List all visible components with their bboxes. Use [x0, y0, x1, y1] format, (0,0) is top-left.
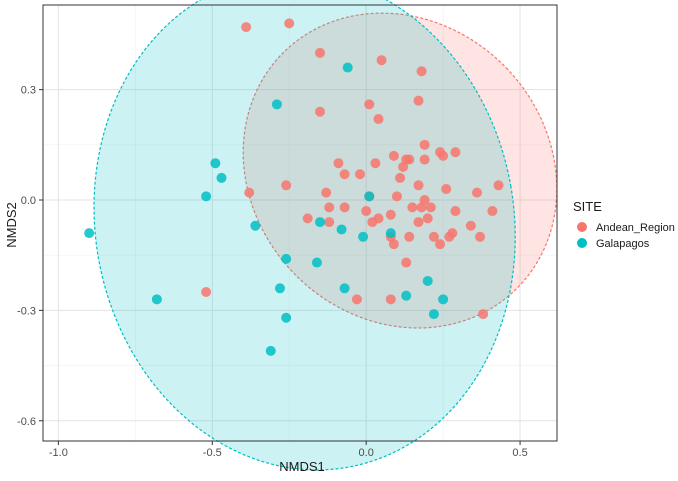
x-axis-title: NMDS1	[279, 459, 325, 474]
point-andean-region	[398, 161, 409, 172]
point-andean-region	[388, 150, 399, 161]
point-andean-region	[373, 114, 384, 125]
point-andean-region	[339, 202, 350, 213]
point-andean-region	[364, 99, 375, 110]
point-andean-region	[413, 180, 424, 191]
data-points	[84, 18, 504, 356]
y-tick-label: 0.0	[21, 195, 36, 207]
point-andean-region	[487, 206, 498, 217]
point-andean-region	[465, 220, 476, 231]
point-andean-region	[428, 231, 439, 242]
point-galapagos	[336, 224, 347, 235]
point-galapagos	[265, 345, 276, 356]
point-andean-region	[416, 66, 427, 77]
point-andean-region	[441, 183, 452, 194]
x-tick-label: -0.5	[203, 447, 222, 459]
point-galapagos	[428, 309, 439, 320]
axes: -1.0 -0.5 0.0 0.5 -0.6 -0.3 0.0 0.3	[17, 85, 528, 459]
point-galapagos	[342, 62, 353, 73]
point-andean-region	[475, 231, 486, 242]
point-andean-region	[435, 239, 446, 250]
legend-label-galapagos: Galapagos	[596, 238, 650, 250]
y-tick-label: -0.6	[17, 416, 36, 428]
legend-key-andean-region	[577, 222, 587, 232]
point-andean-region	[302, 213, 313, 224]
x-tick-label: 0.0	[359, 447, 374, 459]
point-andean-region	[438, 150, 449, 161]
point-galapagos	[401, 290, 412, 301]
point-andean-region	[478, 309, 489, 320]
point-andean-region	[339, 169, 350, 180]
point-andean-region	[351, 294, 362, 305]
point-andean-region	[315, 47, 326, 58]
point-galapagos	[311, 257, 322, 268]
y-tick-label: -0.3	[17, 305, 36, 317]
point-galapagos	[271, 99, 282, 110]
point-andean-region	[407, 202, 418, 213]
point-andean-region	[376, 55, 387, 66]
point-andean-region	[419, 154, 430, 165]
point-andean-region	[385, 294, 396, 305]
legend-label-andean-region: Andean_Region	[596, 222, 675, 234]
point-andean-region	[404, 231, 415, 242]
legend-key-galapagos	[577, 238, 587, 248]
point-andean-region	[422, 213, 433, 224]
point-andean-region	[315, 106, 326, 117]
point-andean-region	[284, 18, 295, 29]
point-andean-region	[471, 187, 482, 198]
point-galapagos	[315, 217, 326, 228]
point-andean-region	[324, 202, 335, 213]
point-andean-region	[321, 187, 332, 198]
point-andean-region	[413, 217, 424, 228]
point-andean-region	[444, 231, 455, 242]
point-andean-region	[395, 172, 406, 183]
point-galapagos	[281, 312, 292, 323]
point-andean-region	[324, 217, 335, 228]
point-andean-region	[241, 22, 252, 33]
point-andean-region	[385, 209, 396, 220]
point-andean-region	[370, 158, 381, 169]
point-andean-region	[401, 257, 412, 268]
point-andean-region	[201, 286, 212, 297]
point-andean-region	[416, 202, 427, 213]
point-galapagos	[438, 294, 449, 305]
x-tick-label: 0.5	[512, 447, 527, 459]
point-galapagos	[216, 172, 227, 183]
point-galapagos	[385, 228, 396, 239]
point-andean-region	[367, 217, 378, 228]
plot-panel-border	[42, 4, 558, 442]
point-andean-region	[419, 139, 430, 150]
point-galapagos	[151, 294, 162, 305]
point-andean-region	[355, 169, 366, 180]
legend: SITE Andean_Region Galapagos	[573, 199, 675, 250]
y-tick-label: 0.3	[21, 85, 36, 97]
legend-title: SITE	[573, 199, 602, 214]
point-andean-region	[450, 147, 461, 158]
point-galapagos	[339, 283, 350, 294]
point-andean-region	[493, 180, 504, 191]
point-andean-region	[391, 191, 402, 202]
point-galapagos	[422, 275, 433, 286]
point-andean-region	[361, 206, 372, 217]
point-galapagos	[358, 231, 369, 242]
point-galapagos	[210, 158, 221, 169]
point-galapagos	[274, 283, 285, 294]
x-tick-label: -1.0	[49, 447, 68, 459]
point-andean-region	[388, 239, 399, 250]
point-galapagos	[281, 253, 292, 264]
point-andean-region	[413, 95, 424, 106]
point-andean-region	[333, 158, 344, 169]
point-galapagos	[250, 220, 261, 231]
y-axis-title: NMDS2	[4, 202, 19, 248]
point-andean-region	[425, 202, 436, 213]
point-andean-region	[450, 206, 461, 217]
point-andean-region	[244, 187, 255, 198]
point-andean-region	[281, 180, 292, 191]
point-galapagos	[364, 191, 375, 202]
point-galapagos	[201, 191, 212, 202]
point-galapagos	[84, 228, 95, 239]
